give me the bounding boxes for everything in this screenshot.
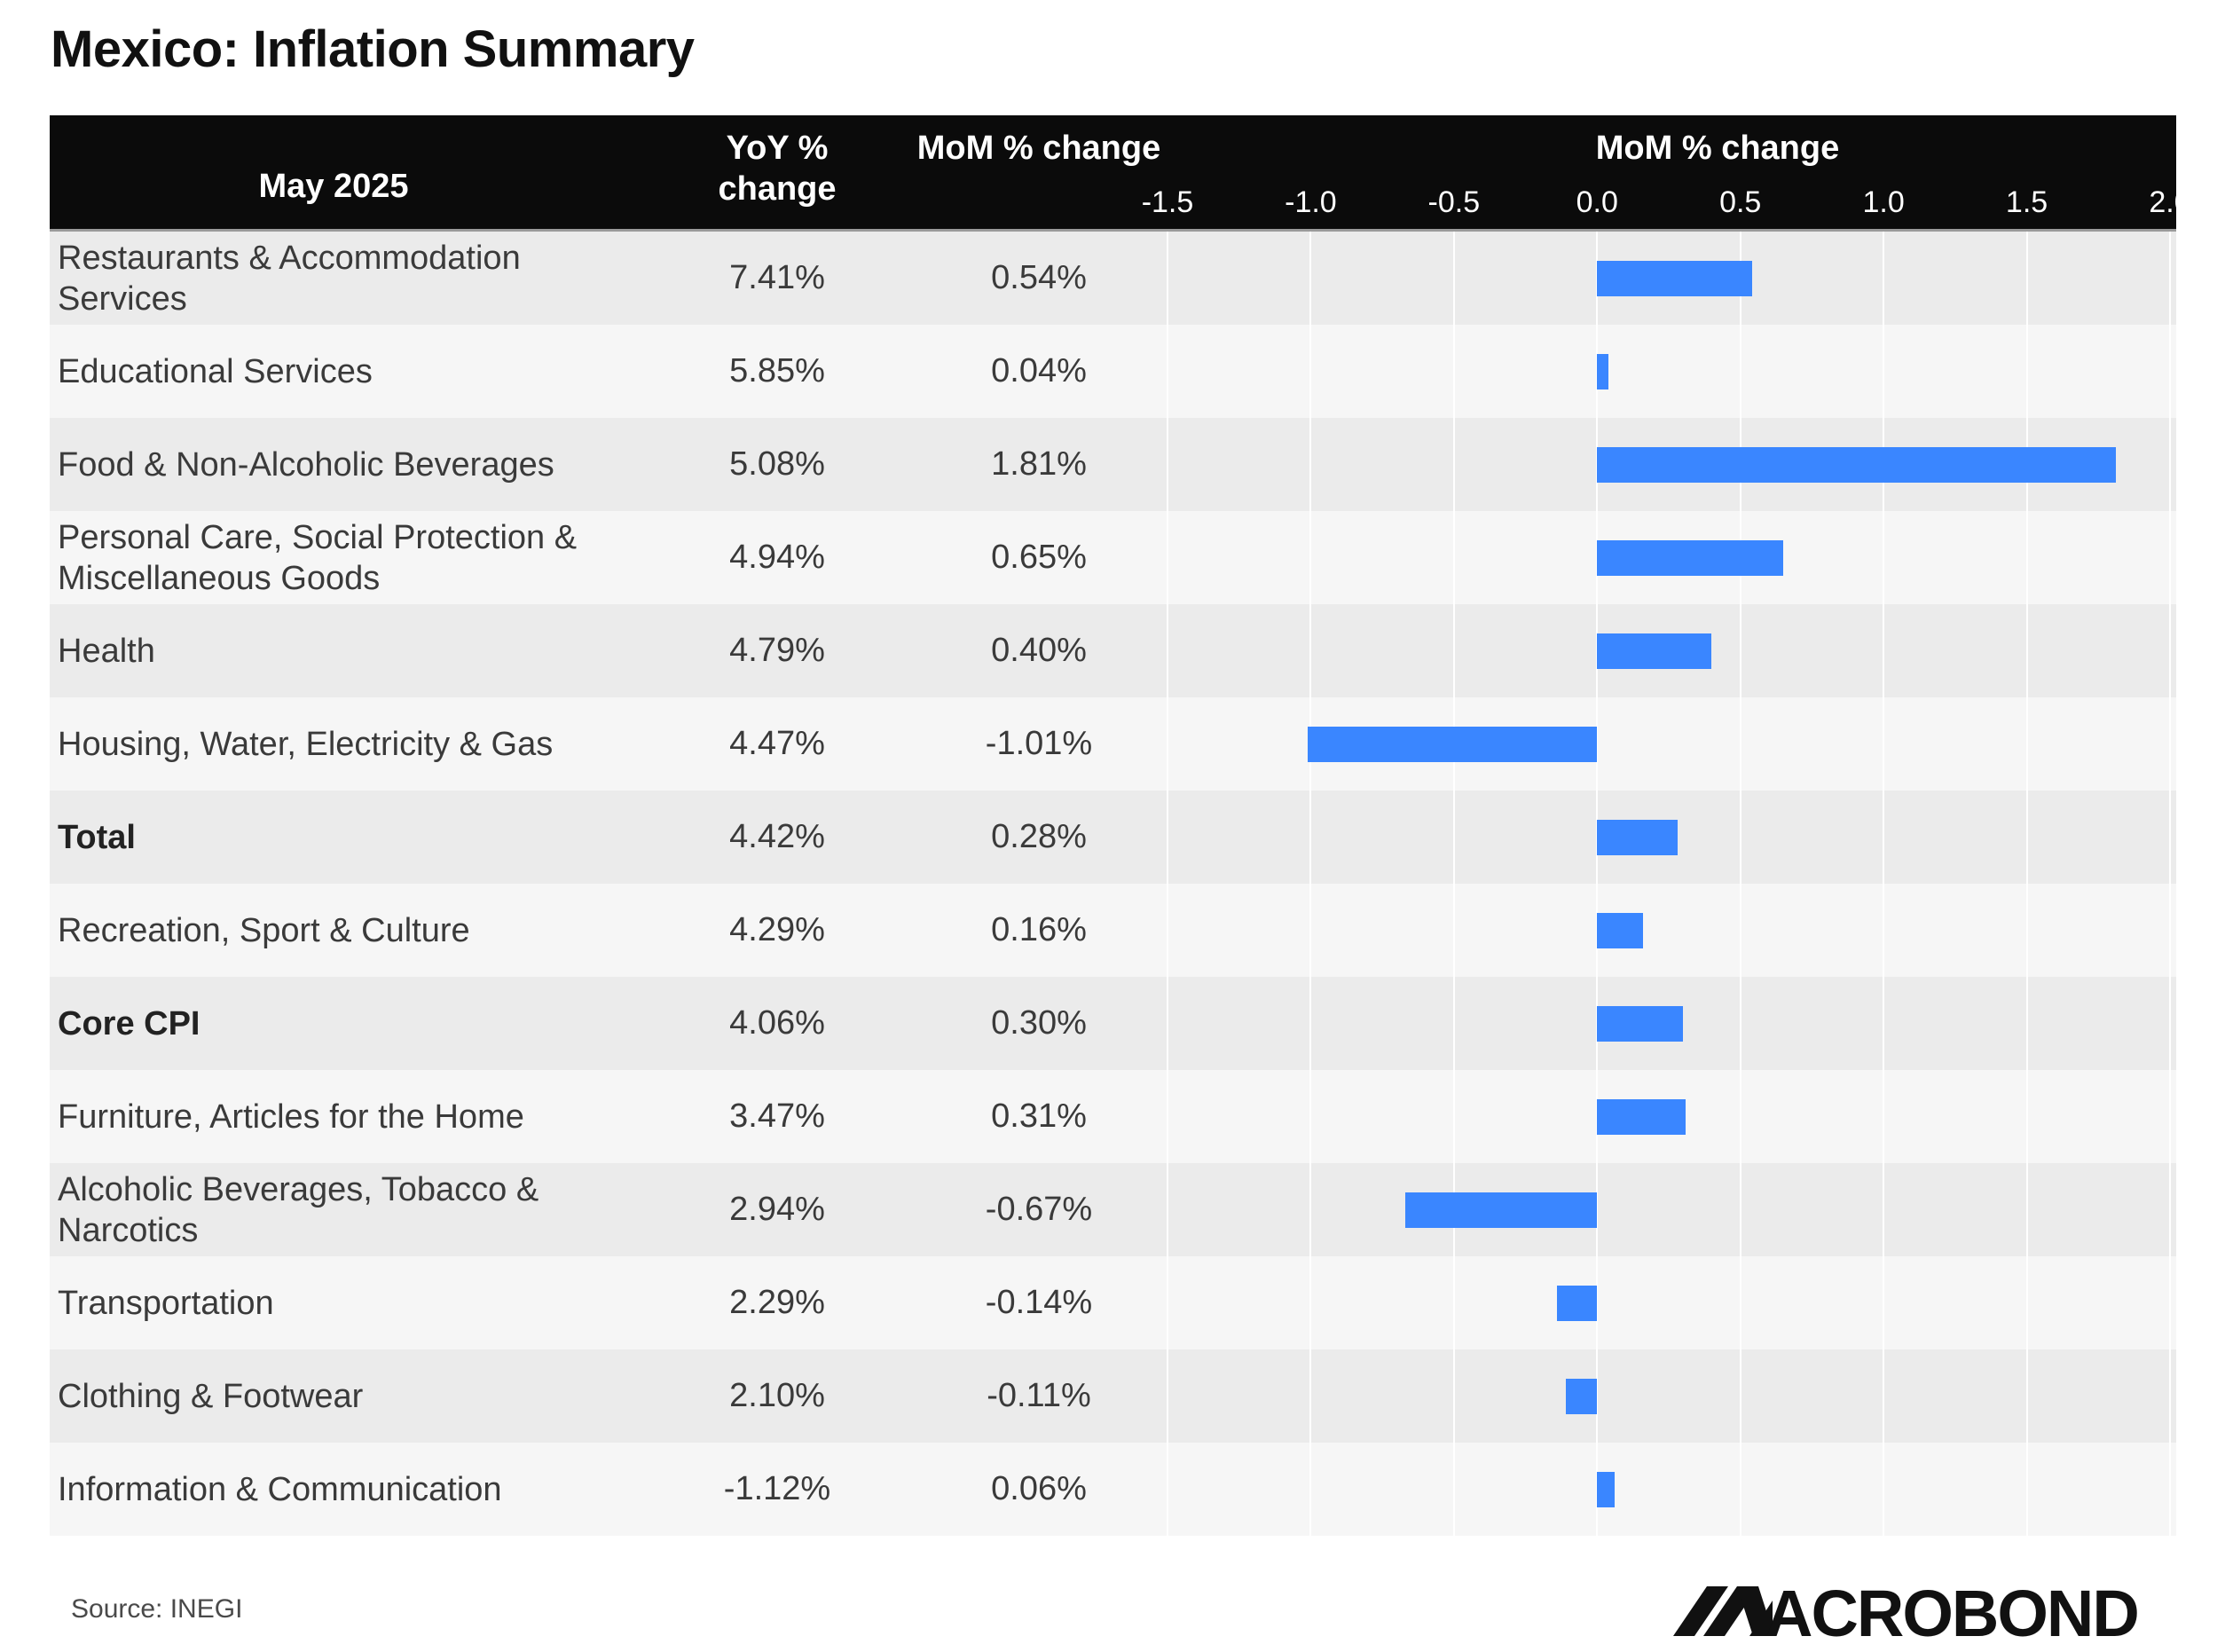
row-mom-value: 0.30%	[991, 1004, 1087, 1042]
row-mom-value: 0.31%	[991, 1097, 1087, 1135]
svg-text:ACROBOND: ACROBOND	[1765, 1581, 2138, 1640]
gridline	[1309, 232, 1312, 1539]
gridline	[1883, 232, 1885, 1539]
header-yoy-line2: change	[718, 170, 837, 208]
row-yoy-value: 2.10%	[729, 1377, 825, 1414]
row-mom-value: 1.81%	[991, 445, 1087, 483]
gridline	[1596, 232, 1599, 1539]
row-yoy-value: 4.06%	[729, 1004, 825, 1042]
header-chart-title: MoM % change	[1595, 130, 1840, 167]
source-note: Source: INEGI	[71, 1594, 243, 1624]
table-row: Transportation 2.29% -0.14%	[50, 1256, 2176, 1349]
table-header: May 2025 YoY % change MoM % change MoM %…	[50, 115, 2176, 229]
row-yoy-value: 5.08%	[729, 445, 825, 483]
x-tick-label: -0.5	[1427, 185, 1481, 219]
table-row: Restaurants & Accommodation Services 7.41…	[50, 232, 2176, 325]
row-category: Health	[58, 632, 155, 670]
row-mom-value: 0.28%	[991, 818, 1087, 855]
row-yoy-value: 4.79%	[729, 632, 825, 669]
bar-chart-plot	[1118, 232, 2176, 1539]
header-category: May 2025	[258, 168, 409, 205]
bar	[1597, 1098, 1686, 1135]
header-divider	[50, 229, 2176, 232]
table-row: Information & Communication -1.12% 0.06%	[50, 1443, 2176, 1536]
bar	[1557, 1285, 1598, 1321]
x-tick-label: 2.0	[2149, 185, 2191, 219]
gridline	[2025, 232, 2028, 1539]
row-yoy-value: -1.12%	[723, 1470, 831, 1507]
row-yoy-value: 4.29%	[729, 911, 825, 948]
row-category: Personal Care, Social Protection & Misce…	[58, 518, 578, 597]
row-category: Furniture, Articles for the Home	[58, 1097, 524, 1136]
row-yoy-value: 4.94%	[729, 539, 825, 576]
bar	[1597, 819, 1678, 855]
row-yoy-value: 2.94%	[729, 1191, 825, 1228]
table-row: Housing, Water, Electricity & Gas 4.47% -1…	[50, 697, 2176, 791]
row-mom-value: 0.06%	[991, 1470, 1087, 1507]
bar	[1565, 1378, 1598, 1414]
bar	[1597, 912, 1643, 948]
x-tick-label: 0.0	[1576, 185, 1618, 219]
table-row: Clothing & Footwear 2.10% -0.11%	[50, 1349, 2176, 1443]
table-row: Recreation, Sport & Culture 4.29% 0.16%	[50, 884, 2176, 977]
row-mom-value: -1.01%	[985, 725, 1093, 762]
row-mom-value: 0.54%	[991, 259, 1087, 296]
row-category: Transportation	[58, 1284, 274, 1322]
row-yoy-value: 4.42%	[729, 818, 825, 855]
row-category: Information & Communication	[58, 1470, 502, 1508]
table-row: Educational Services 5.85% 0.04%	[50, 325, 2176, 418]
bar	[1597, 1005, 1684, 1042]
header-yoy-line1: YoY %	[726, 130, 829, 167]
row-mom-value: -0.67%	[985, 1191, 1093, 1228]
row-mom-value: -0.14%	[985, 1284, 1093, 1321]
gridline	[1452, 232, 1455, 1539]
row-category: Clothing & Footwear	[58, 1377, 364, 1415]
bar	[1597, 260, 1752, 296]
table-row: Health 4.79% 0.40%	[50, 604, 2176, 697]
page-title: Mexico: Inflation Summary	[51, 20, 695, 78]
row-mom-value: 0.65%	[991, 539, 1087, 576]
x-tick-label: -1.0	[1285, 185, 1337, 219]
row-category: Restaurants & Accommodation Services	[58, 239, 521, 318]
row-category: Recreation, Sport & Culture	[58, 911, 470, 949]
bar	[1597, 353, 1609, 389]
header-mom: MoM % change	[916, 130, 1161, 167]
bar	[1597, 539, 1784, 576]
bar	[1597, 446, 2116, 483]
row-mom-value: 0.16%	[991, 911, 1087, 948]
bar	[1404, 1192, 1598, 1228]
row-category: Core CPI	[58, 1004, 200, 1042]
bar	[1597, 1471, 1615, 1507]
gridline	[2169, 232, 2171, 1539]
row-yoy-value: 5.85%	[729, 352, 825, 389]
row-category: Educational Services	[58, 352, 373, 390]
row-category: Housing, Water, Electricity & Gas	[58, 725, 554, 763]
row-mom-value: 0.04%	[991, 352, 1087, 389]
row-category: Alcoholic Beverages, Tobacco & Narcotics	[58, 1170, 539, 1249]
table-row: Furniture, Articles for the Home 3.47% 0.3…	[50, 1070, 2176, 1163]
row-yoy-value: 3.47%	[729, 1097, 825, 1135]
bar	[1308, 726, 1598, 762]
x-tick-label: -1.5	[1141, 185, 1194, 219]
macrobond-logo-mark: ACROBOND	[1673, 1577, 2140, 1650]
table-row: Personal Care, Social Protection & Misce…	[50, 511, 2176, 604]
gridline	[1739, 232, 1741, 1539]
table-row: Core CPI 4.06% 0.30%	[50, 977, 2176, 1070]
macrobond-logo: ACROBOND	[1673, 1577, 2182, 1650]
row-category: Total	[58, 818, 136, 856]
x-tick-label: 0.5	[1719, 185, 1762, 219]
table-row: Alcoholic Beverages, Tobacco & Narcotics…	[50, 1163, 2176, 1256]
row-mom-value: -0.11%	[987, 1377, 1091, 1414]
row-mom-value: 0.40%	[991, 632, 1087, 669]
x-tick-label: 1.5	[2005, 185, 2048, 219]
row-category: Food & Non-Alcoholic Beverages	[58, 445, 554, 484]
table-row: Total 4.42% 0.28%	[50, 791, 2176, 884]
gridline	[1167, 232, 1168, 1539]
header-yoy: YoY % change	[662, 128, 892, 209]
bar	[1597, 633, 1712, 669]
x-tick-label: 1.0	[1862, 185, 1905, 219]
row-yoy-value: 7.41%	[729, 259, 825, 296]
row-yoy-value: 4.47%	[729, 725, 825, 762]
row-yoy-value: 2.29%	[729, 1284, 825, 1321]
